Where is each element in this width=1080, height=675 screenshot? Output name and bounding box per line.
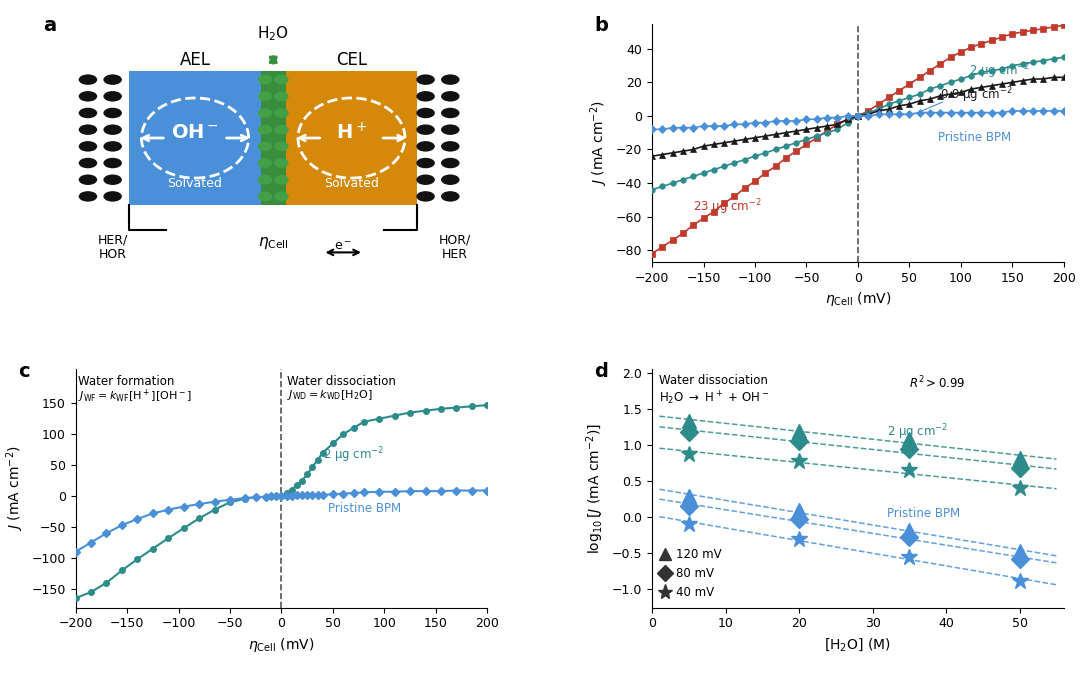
Ellipse shape [441,158,460,168]
Ellipse shape [79,124,97,135]
Ellipse shape [79,158,97,168]
Ellipse shape [441,91,460,101]
Text: 23 μg cm$^{-2}$: 23 μg cm$^{-2}$ [693,198,761,217]
Y-axis label: $J$ (mA cm$^{-2}$): $J$ (mA cm$^{-2}$) [589,100,610,186]
Text: Pristine BPM: Pristine BPM [888,507,960,520]
Ellipse shape [79,74,97,85]
Ellipse shape [441,74,460,85]
Text: d: d [594,362,608,381]
Text: 2 μg cm$^{-2}$: 2 μg cm$^{-2}$ [969,61,1030,82]
Ellipse shape [258,192,272,201]
Text: Water dissociation: Water dissociation [286,375,395,388]
Ellipse shape [441,141,460,152]
Ellipse shape [441,191,460,202]
Ellipse shape [258,175,272,184]
Ellipse shape [258,142,272,151]
Ellipse shape [274,75,288,84]
Y-axis label: $J$ (mA cm$^{-2}$): $J$ (mA cm$^{-2}$) [4,446,26,531]
Ellipse shape [79,91,97,101]
Text: e$^-$: e$^-$ [335,240,352,253]
Ellipse shape [258,108,272,117]
Ellipse shape [416,141,435,152]
Ellipse shape [79,174,97,185]
Ellipse shape [104,91,122,101]
X-axis label: $\eta_\mathrm{Cell}$ (mV): $\eta_\mathrm{Cell}$ (mV) [248,636,314,654]
Ellipse shape [104,141,122,152]
Text: 2 μg cm$^{-2}$: 2 μg cm$^{-2}$ [888,423,948,442]
Y-axis label: $\log_{10}[J\ (\mathrm{mA\ cm^{-2}})]$: $\log_{10}[J\ (\mathrm{mA\ cm^{-2}})]$ [584,423,606,554]
Ellipse shape [441,174,460,185]
Text: a: a [43,16,56,36]
Text: c: c [18,362,29,381]
Ellipse shape [258,125,272,134]
Ellipse shape [258,75,272,84]
Text: $J_\mathrm{WD} = k_\mathrm{WD}[\mathrm{H_2O}]$: $J_\mathrm{WD} = k_\mathrm{WD}[\mathrm{H… [286,387,373,402]
Ellipse shape [104,174,122,185]
Text: Solvated: Solvated [167,178,222,190]
Ellipse shape [416,191,435,202]
Ellipse shape [274,108,288,117]
Text: Water dissociation: Water dissociation [660,374,768,387]
Ellipse shape [79,108,97,118]
Ellipse shape [104,108,122,118]
Text: H$_2$O $\rightarrow$ H$^+$ + OH$^-$: H$_2$O $\rightarrow$ H$^+$ + OH$^-$ [660,389,770,407]
Ellipse shape [274,175,288,184]
Ellipse shape [274,142,288,151]
Ellipse shape [104,74,122,85]
Ellipse shape [441,108,460,118]
Ellipse shape [104,191,122,202]
Ellipse shape [416,174,435,185]
Bar [261,72,285,205]
Text: CEL: CEL [336,51,367,69]
Text: b: b [594,16,608,36]
Ellipse shape [274,92,288,101]
Text: HER/
HOR: HER/ HOR [97,234,127,261]
X-axis label: $[\mathrm{H_2O}]$ (M): $[\mathrm{H_2O}]$ (M) [824,636,891,653]
Bar [285,72,417,205]
Legend: 120 mV, 80 mV, 40 mV: 120 mV, 80 mV, 40 mV [658,546,724,601]
Ellipse shape [79,191,97,202]
Text: HOR/
HER: HOR/ HER [438,234,471,261]
Text: Water formation: Water formation [78,375,174,388]
Text: H$_2$O: H$_2$O [257,24,289,43]
Ellipse shape [104,158,122,168]
Text: 0.9 μg cm$^{-2}$: 0.9 μg cm$^{-2}$ [941,85,1013,105]
Ellipse shape [416,124,435,135]
Text: $R^2 > 0.99$: $R^2 > 0.99$ [909,374,966,391]
Ellipse shape [258,158,272,168]
X-axis label: $\eta_\mathrm{Cell}$ (mV): $\eta_\mathrm{Cell}$ (mV) [825,290,891,308]
Text: $\eta_\mathrm{Cell}$: $\eta_\mathrm{Cell}$ [258,235,288,251]
Ellipse shape [79,141,97,152]
Ellipse shape [416,74,435,85]
Ellipse shape [416,91,435,101]
Ellipse shape [274,192,288,201]
Text: Pristine BPM: Pristine BPM [939,131,1011,144]
Text: 2 μg cm$^{-2}$: 2 μg cm$^{-2}$ [323,445,383,464]
Ellipse shape [274,125,288,134]
Ellipse shape [416,108,435,118]
Text: OH$^-$: OH$^-$ [171,123,219,142]
Text: AEL: AEL [179,51,211,69]
Text: Pristine BPM: Pristine BPM [328,502,401,514]
Ellipse shape [258,92,272,101]
Ellipse shape [416,158,435,168]
Bar [130,72,261,205]
Text: $J_\mathrm{WF} = k_\mathrm{WF}[\mathrm{H^+}][\mathrm{OH^-}]$: $J_\mathrm{WF} = k_\mathrm{WF}[\mathrm{H… [78,387,192,405]
Text: Solvated: Solvated [324,178,379,190]
Text: H$^+$: H$^+$ [336,122,367,143]
Ellipse shape [274,158,288,168]
Ellipse shape [441,124,460,135]
Ellipse shape [104,124,122,135]
